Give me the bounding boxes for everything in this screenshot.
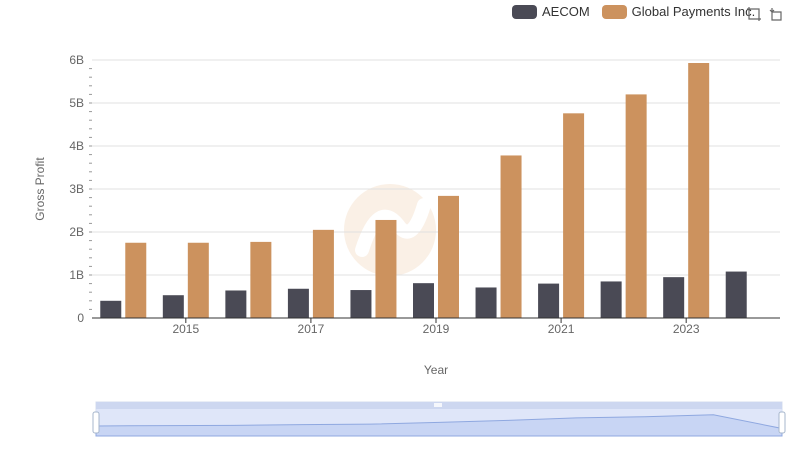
y-tick-label: 4B [69,139,84,153]
legend: AECOM Global Payments Inc. [512,4,767,19]
bar-global-payments-inc-2018[interactable] [375,219,397,318]
x-tick-label: 2015 [172,322,199,336]
bar-global-payments-inc-2021[interactable] [563,113,585,318]
bar-global-payments-inc-2022[interactable] [625,94,647,319]
bar-aecom-2015[interactable] [162,295,184,318]
x-tick-label: 2021 [548,322,575,336]
zoom-slider-grip[interactable] [434,403,442,407]
legend-swatch-aecom [512,4,537,19]
bar-global-payments-inc-2015[interactable] [187,242,209,318]
x-axis-ticks: 2015 2017 2019 2021 2023 [172,318,700,336]
legend-label-global-payments: Global Payments Inc. [631,4,756,19]
bar-aecom-2022[interactable] [600,281,622,318]
y-tick-label: 1B [69,268,84,282]
zoom-slider-preview [95,414,783,437]
bar-aecom-2017[interactable] [287,288,309,318]
bar-aecom-2020[interactable] [475,287,497,318]
y-tick-label: 5B [69,96,84,110]
legend-item-aecom[interactable]: AECOM [512,4,590,19]
bar-aecom-2019[interactable] [413,283,434,318]
y-minor-ticks [89,68,92,310]
bar-aecom-2021[interactable] [538,283,560,318]
zoom-handle-right[interactable] [778,411,786,434]
y-tick-label: 6B [69,53,84,67]
y-axis-ticks: 0 1B 2B 3B 4B 5B 6B [69,53,84,325]
chart-toolbar [746,6,784,22]
bar-global-payments-inc-2023[interactable] [688,63,710,319]
restore-icon[interactable] [768,6,784,22]
bar-global-payments-inc-2020[interactable] [500,155,522,318]
bar-global-payments-inc-2019[interactable] [438,195,459,318]
zoom-icon[interactable] [746,6,762,22]
x-axis-label: Year [424,363,448,377]
bar-aecom-2018[interactable] [350,290,372,318]
bar-global-payments-inc-2016[interactable] [250,241,272,318]
legend-label-aecom: AECOM [542,4,590,19]
y-tick-label: 3B [69,182,84,196]
zoom-handle-left[interactable] [92,411,100,434]
x-tick-label: 2019 [423,322,450,336]
legend-item-global-payments[interactable]: Global Payments Inc. [601,4,756,19]
x-tick-label: 2017 [298,322,325,336]
legend-swatch-global-payments [601,4,627,19]
bar-aecom-2023[interactable] [663,277,685,318]
x-tick-label: 2023 [673,322,700,336]
bar-global-payments-inc-2014[interactable] [125,242,147,318]
bar-global-payments-inc-2017[interactable] [312,229,334,318]
bar-aecom-2024[interactable] [725,271,747,318]
y-tick-label: 2B [69,225,84,239]
bars-group [100,63,747,319]
zoom-slider[interactable] [92,401,786,437]
y-axis-label: Gross Profit [33,157,47,221]
bar-aecom-2014[interactable] [100,300,122,318]
bar-aecom-2016[interactable] [225,290,247,318]
y-tick-label: 0 [77,311,84,325]
grid-lines [92,59,780,276]
